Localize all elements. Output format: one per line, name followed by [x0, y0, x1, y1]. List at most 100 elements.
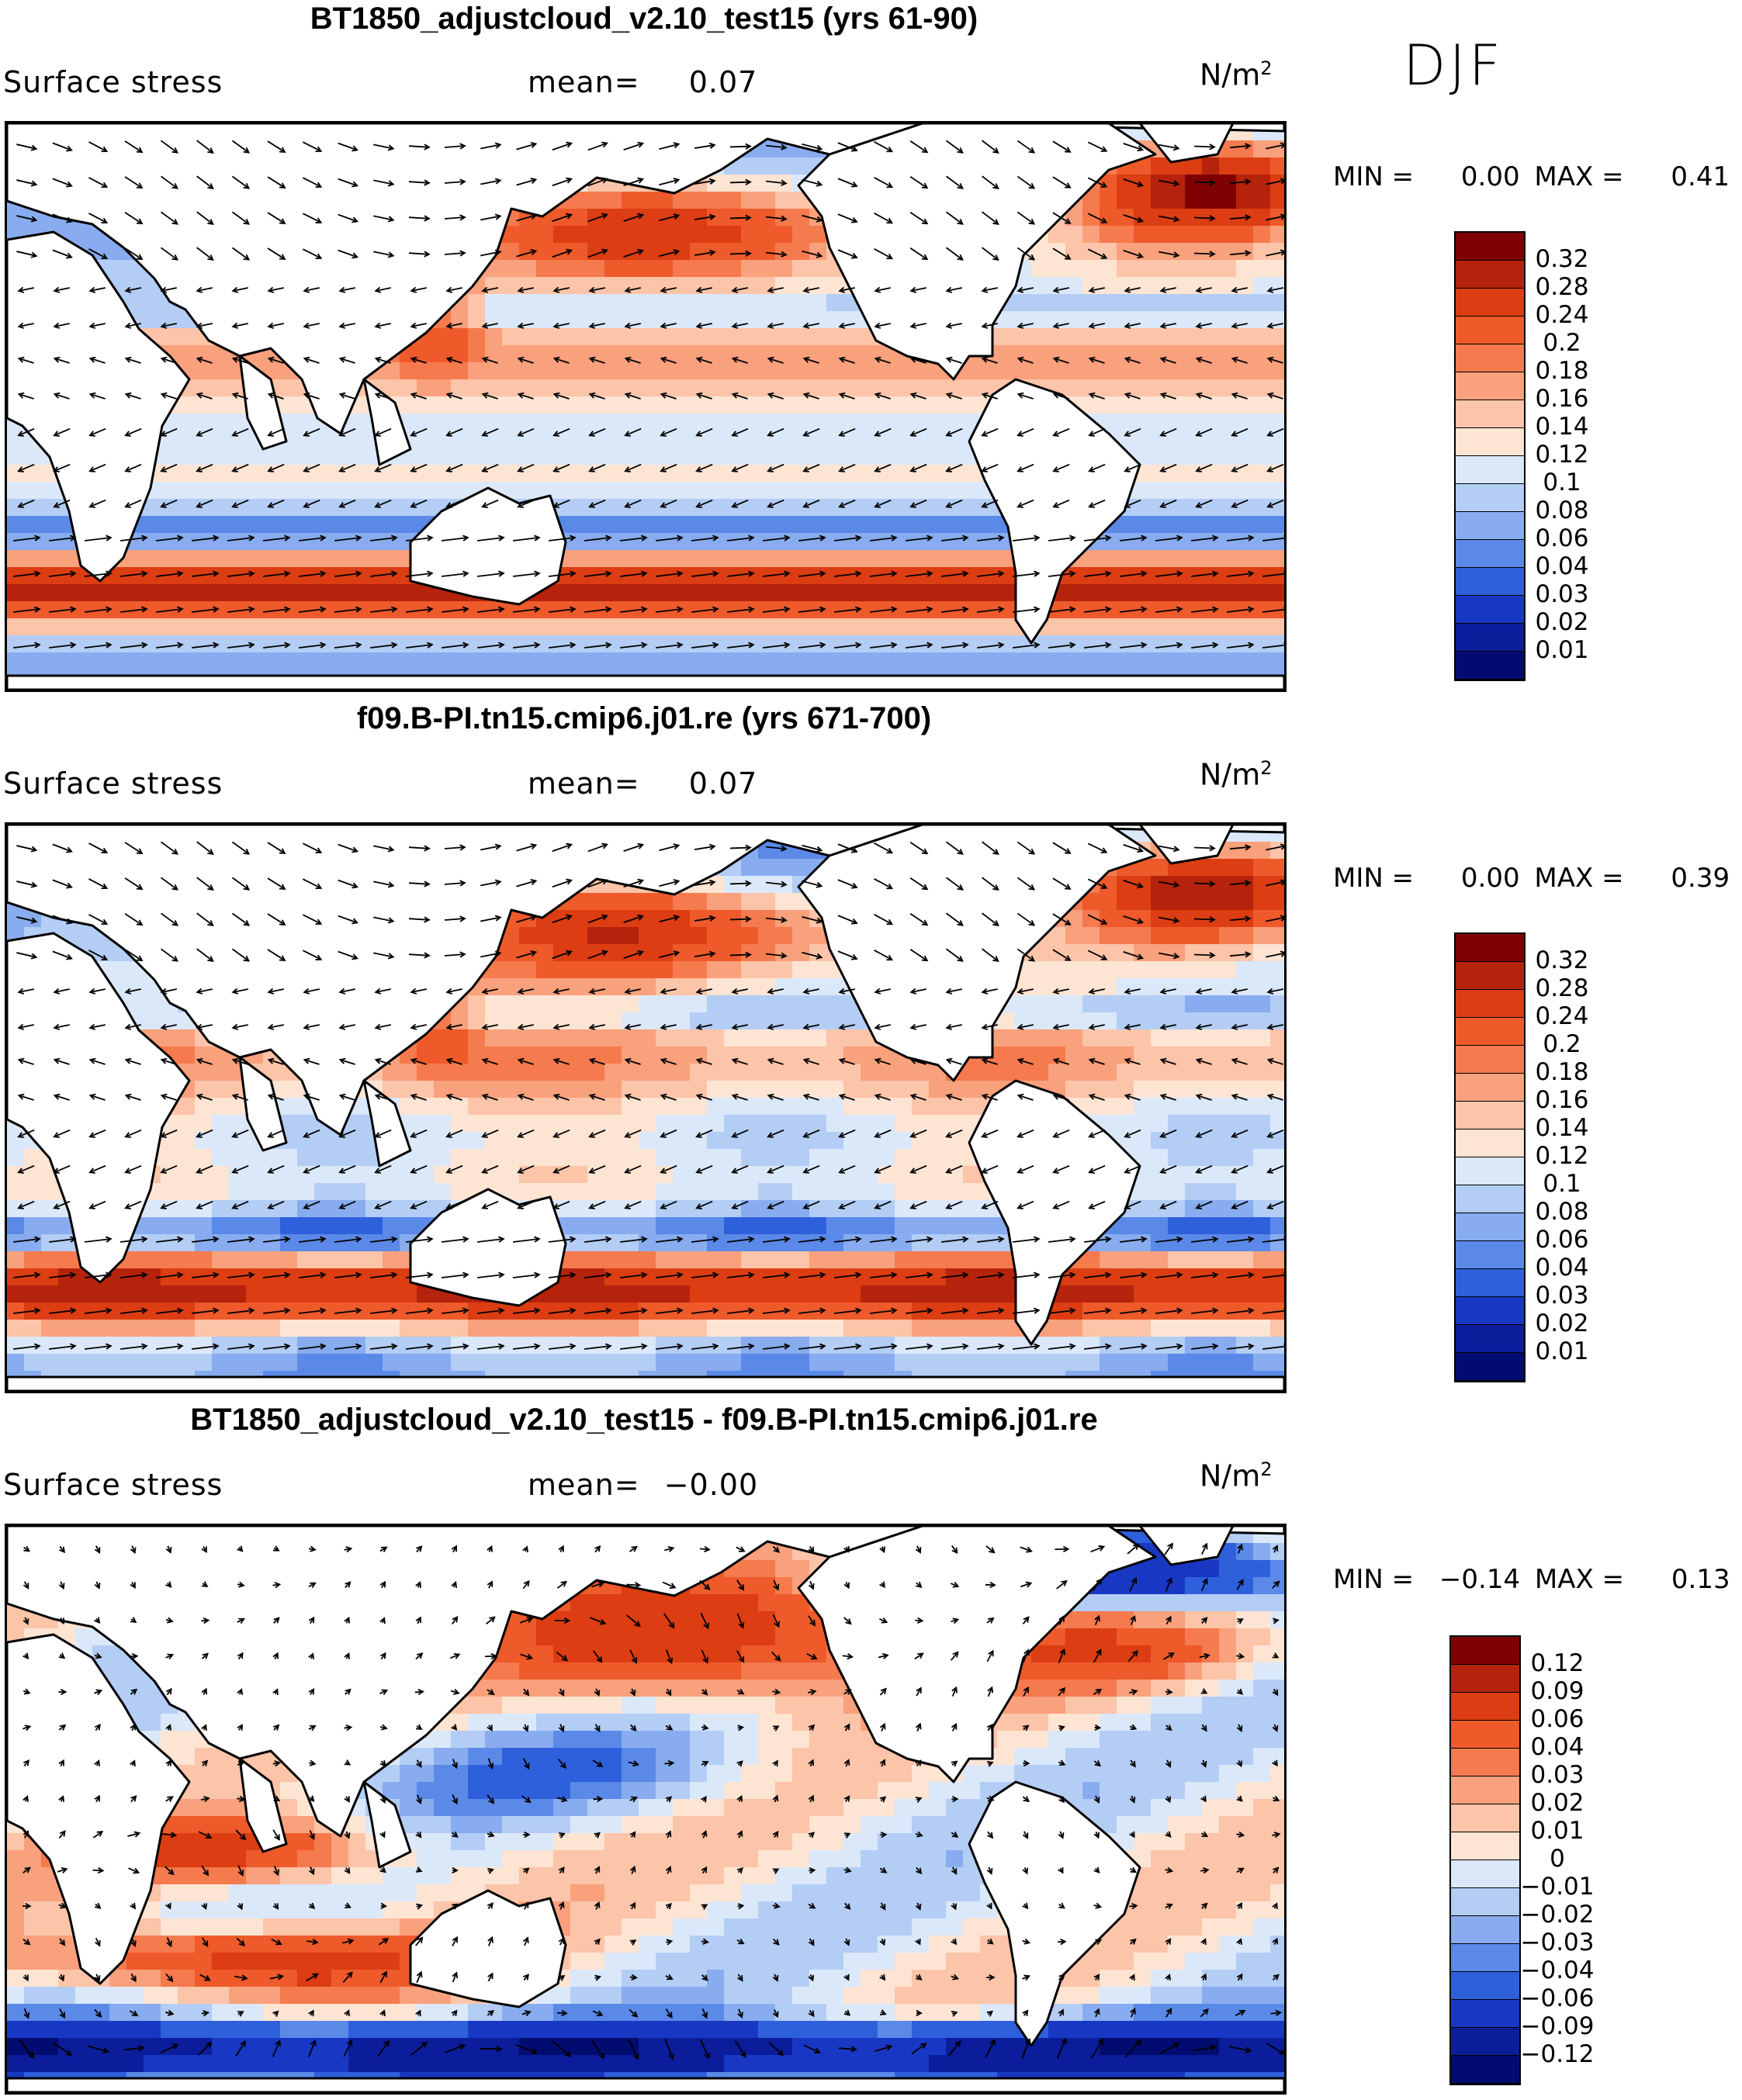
stress-arrow [590, 358, 605, 364]
field-cell [1236, 431, 1254, 448]
field-cell [1100, 1064, 1117, 1081]
field-cell [809, 311, 827, 329]
field-cell [656, 652, 674, 670]
field-cell [126, 652, 144, 670]
field-cell [1117, 1047, 1134, 1064]
field-cell [622, 260, 639, 278]
field-cell [1270, 226, 1284, 244]
field-cell [587, 379, 605, 397]
stress-arrow [85, 608, 111, 613]
field-cell [1100, 396, 1117, 414]
stress-arrow [1053, 463, 1070, 472]
field-cell [1202, 1012, 1220, 1030]
stress-arrow-head [445, 392, 453, 399]
field-cell [758, 1029, 776, 1047]
field-cell [1117, 961, 1134, 979]
field-cell [229, 1098, 247, 1116]
field-cell [1048, 294, 1066, 312]
field-cell [314, 533, 332, 551]
field-cell [1100, 294, 1117, 312]
field-cell [604, 944, 622, 962]
colorbar-tick-label: 0.04 [1535, 552, 1589, 580]
stress-arrow-head [992, 183, 999, 189]
stress-arrow [338, 213, 358, 223]
field-cell [707, 396, 725, 414]
field-cell [1202, 927, 1220, 945]
field-cell [792, 1081, 810, 1098]
stress-arrow [1158, 144, 1179, 150]
field-cell [673, 209, 691, 227]
field-cell [656, 243, 674, 261]
field-cell [656, 601, 674, 619]
field-cell [1219, 1081, 1237, 1098]
field-cell [673, 260, 691, 278]
field-cell [1185, 995, 1203, 1013]
stress-arrow-head [1016, 431, 1023, 437]
stress-arrow [1125, 287, 1141, 292]
field-cell [775, 944, 793, 962]
field-cell [997, 1064, 1015, 1081]
field-cell [673, 516, 691, 534]
stress-arrow [196, 247, 213, 261]
field-cell [792, 1029, 810, 1047]
field-cell [7, 652, 25, 670]
field-cell [41, 618, 59, 636]
field-cell [1117, 1012, 1134, 1030]
field-cell [1151, 652, 1169, 670]
stress-arrow [874, 427, 892, 437]
field-cell [41, 499, 59, 517]
stress-arrow-head [695, 322, 703, 329]
field-cell [878, 345, 895, 363]
stress-arrow [656, 608, 682, 613]
stress-arrow-head [141, 535, 148, 541]
field-cell [1151, 396, 1169, 414]
field-cell [690, 413, 708, 431]
stress-arrow-head [1141, 642, 1148, 649]
stress-arrow [227, 537, 254, 541]
field-cell [519, 311, 537, 329]
stress-arrow [696, 499, 713, 508]
field-cell [1202, 961, 1220, 979]
field-cell [1082, 345, 1100, 363]
field-cell [639, 362, 656, 380]
field-cell [690, 294, 708, 312]
field-cell [792, 652, 810, 670]
field-cell [741, 1081, 759, 1098]
field-cell [519, 635, 537, 653]
field-cell [1100, 277, 1117, 295]
field-cell [1270, 499, 1284, 517]
stress-arrow [911, 358, 926, 364]
field-cell [758, 516, 776, 534]
stress-arrow [408, 145, 430, 148]
stress-arrow-head [601, 177, 608, 184]
field-cell [485, 1064, 503, 1081]
field-cell [758, 157, 776, 175]
stress-arrow [625, 323, 641, 327]
stress-arrow-head [1034, 570, 1041, 577]
stress-arrow [373, 251, 393, 257]
field-cell [314, 499, 332, 517]
field-cell [775, 499, 793, 517]
stress-arrow [299, 537, 325, 541]
min-value-top: 0.00 [1460, 161, 1520, 192]
field-cell [724, 1064, 742, 1081]
field-cell [1048, 1029, 1066, 1047]
stress-arrow-head [53, 322, 61, 329]
stress-arrow-head [784, 535, 791, 541]
field-cell [570, 601, 588, 619]
field-cell [963, 516, 981, 534]
field-cell [690, 910, 708, 928]
field-cell [519, 652, 537, 670]
field-cell [690, 345, 708, 363]
field-cell [1202, 978, 1220, 996]
field-cell [1270, 1098, 1284, 1116]
field-cell [758, 944, 776, 962]
stress-arrow [874, 140, 892, 153]
field-cell [570, 192, 588, 209]
field-cell [707, 1081, 725, 1098]
field-cell [24, 465, 42, 483]
field-cell [1117, 995, 1134, 1013]
field-cell [724, 294, 742, 312]
stress-arrow [587, 249, 608, 258]
field-cell [1236, 243, 1254, 261]
